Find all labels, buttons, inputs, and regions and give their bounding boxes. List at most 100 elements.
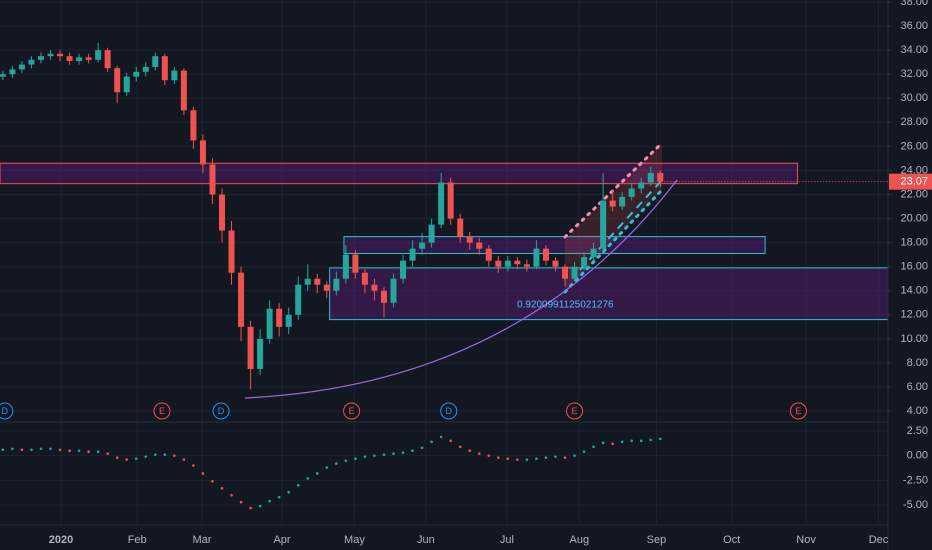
indicator-point [39,447,43,451]
candle-body [371,284,378,291]
indicator-point [201,472,205,475]
event-label: D [2,406,9,416]
indicator-point [115,456,119,459]
candle-body [304,278,311,285]
candle-body [133,71,140,77]
y-tick-label: 34.00 [900,44,928,56]
candle-body [495,260,502,267]
x-tick-label: Jun [417,534,435,546]
candle-body [419,242,426,249]
y2-tick-label: 2.50 [907,425,928,437]
y-tick-label: 6.00 [907,381,928,393]
indicator-point [392,452,395,455]
candle-body [485,248,492,261]
candle-body [228,230,235,273]
candle-body [47,53,54,57]
indicator-point [420,446,424,450]
indicator-point [363,455,367,458]
candle-body [238,272,245,327]
candle-body [333,278,340,291]
candle-body [657,172,664,182]
indicator-point [592,445,595,449]
last-price-box [889,173,932,190]
indicator-point [154,453,157,456]
candle-body [609,200,616,207]
candle-body [0,74,6,77]
candle-body [142,67,149,72]
indicator-point [296,484,300,487]
candle-body [466,236,473,243]
indicator-point [649,438,653,442]
fib-label: 0.9200991125021276 [517,300,614,311]
candle-body [123,76,130,93]
y-tick-label: 10.00 [900,333,928,345]
event-label: E [159,406,165,416]
y-tick-label: 12.00 [900,309,928,321]
indicator-point [344,459,348,462]
grid [0,0,892,525]
candle-body [180,70,187,111]
y-tick-label: 24.00 [900,164,928,176]
y-tick-label: 4.00 [907,405,928,417]
candle-body [380,290,387,303]
x-tick-label: Dec [869,534,889,546]
candle-body [85,57,92,60]
event-marker [789,402,807,420]
indicator-point [430,440,433,444]
candles [0,42,664,510]
indicator-point [458,445,462,449]
x-tick-label: 2020 [49,534,73,546]
indicator-point [382,453,386,456]
candle-body [76,57,83,61]
event-label: D [218,406,225,416]
event-marker [153,402,171,420]
y-tick-label: 22.00 [900,188,928,200]
indicator-point [125,458,129,461]
indicator-point [68,449,71,453]
indicator-point [477,452,481,455]
x-tick-label: Nov [796,534,816,546]
indicator-point [487,454,491,457]
x-tick-label: Mar [193,534,212,546]
indicator-point [1,448,5,452]
indicator-point [87,450,90,454]
indicator-point [573,454,576,457]
indicator-point [144,455,148,458]
indicator-point [182,458,186,461]
indicator-point [315,472,319,475]
indicator-point [411,449,414,453]
candle-body [619,196,626,207]
arc [244,179,678,399]
indicator-point [96,450,100,454]
candle-body [562,266,569,279]
x-tick-label: Aug [570,534,590,546]
channel-bottom [563,188,664,294]
indicator-point [620,440,624,444]
candle-body [476,242,483,249]
candle-body [66,56,73,61]
candle-body [581,257,588,267]
candle-body [314,278,321,285]
indicator-point [335,462,338,465]
candle-body [390,278,397,303]
indicator-point [268,499,271,503]
indicator-point [449,439,452,443]
x-tick-label: Jul [500,534,514,546]
indicator-point [163,453,167,456]
indicator-point [211,480,214,483]
candle-body [114,68,121,93]
last-price-label: 23.07 [900,176,928,188]
y-tick-label: 8.00 [907,357,928,369]
candle-body [9,69,16,75]
x-tick-label: Feb [128,534,147,546]
y2-tick-label: -2.50 [903,474,928,486]
indicator-point [49,447,52,451]
indicator-point [325,466,329,469]
candle-body [152,56,159,68]
candle-body [28,59,35,65]
indicator-point [497,456,500,459]
candle-body [18,64,25,70]
event-marker [440,402,458,420]
candle-body [37,56,44,60]
